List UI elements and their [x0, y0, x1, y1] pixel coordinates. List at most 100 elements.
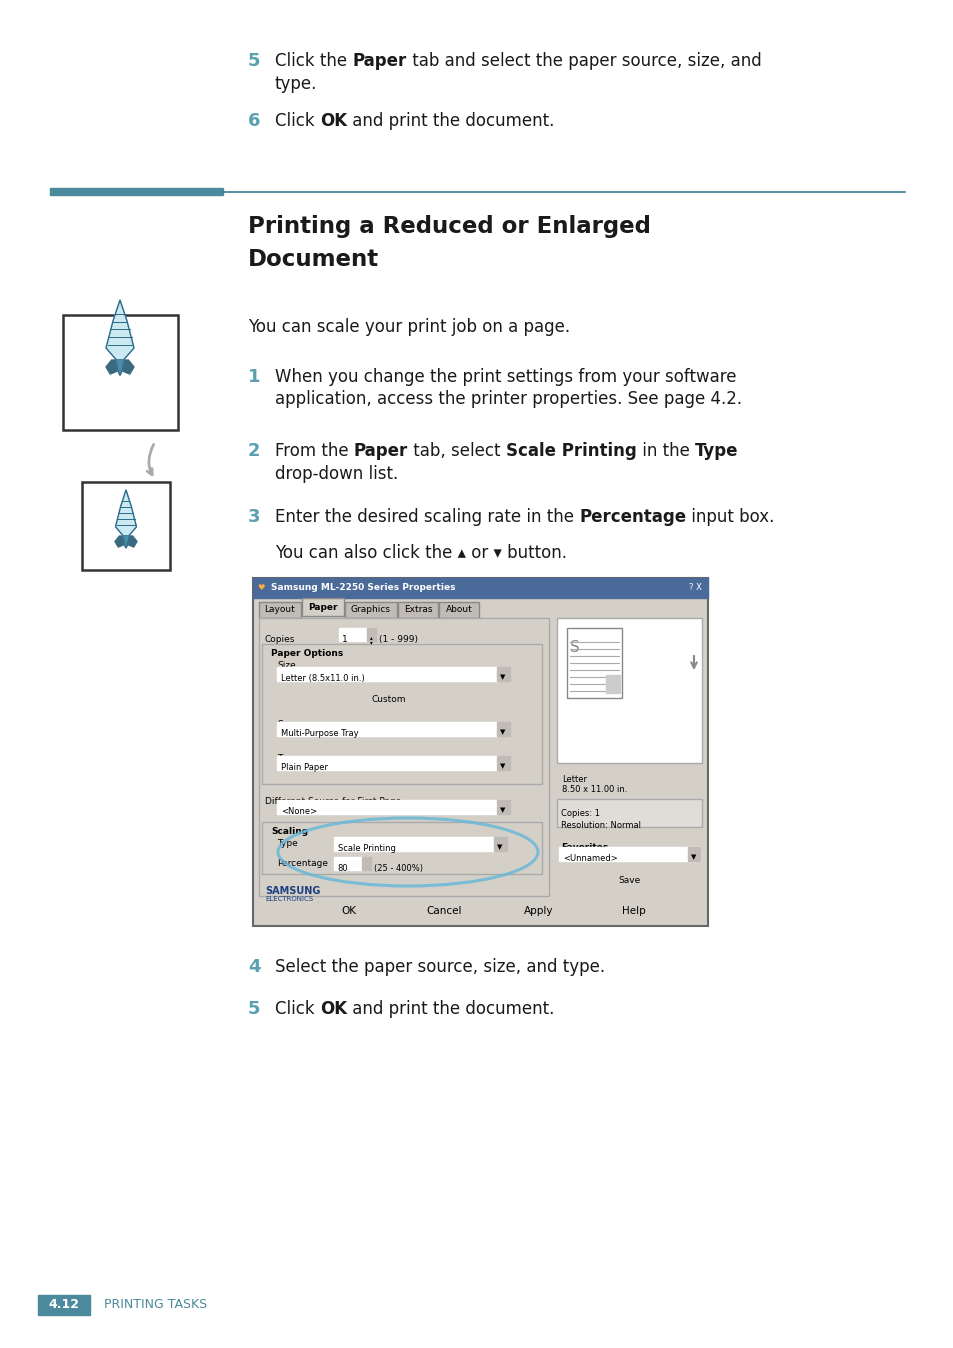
Bar	[276, 667, 497, 681]
Text: 1: 1	[248, 368, 260, 386]
Text: ▴
▾: ▴ ▾	[369, 635, 372, 644]
Bar	[397, 603, 437, 617]
Text: Multi-Purpose Tray: Multi-Purpose Tray	[281, 729, 358, 737]
Bar	[253, 578, 707, 926]
Text: Custom: Custom	[372, 696, 406, 704]
Bar	[497, 723, 510, 736]
Bar	[361, 857, 371, 869]
Bar	[497, 799, 510, 814]
Text: 6: 6	[248, 112, 260, 129]
Text: About: About	[445, 604, 472, 613]
Text: ELECTRONICS: ELECTRONICS	[265, 896, 313, 902]
Text: 5: 5	[248, 1000, 260, 1018]
Polygon shape	[115, 491, 136, 537]
Text: tab, select: tab, select	[408, 442, 505, 460]
Text: and print the document.: and print the document.	[347, 112, 554, 129]
Text: and print the document.: and print the document.	[347, 1000, 554, 1018]
Text: 3: 3	[248, 508, 260, 526]
Text: SAMSUNG: SAMSUNG	[265, 886, 320, 896]
Bar	[494, 837, 506, 851]
Text: Type: Type	[694, 442, 738, 460]
Text: Paper: Paper	[352, 53, 406, 70]
Text: Different Source for First Page: Different Source for First Page	[265, 797, 401, 806]
Text: Size: Size	[276, 661, 295, 670]
Text: Enter the desired scaling rate in the: Enter the desired scaling rate in the	[274, 508, 578, 526]
Text: drop-down list.: drop-down list.	[274, 465, 397, 483]
Text: Favorites: Favorites	[560, 842, 608, 852]
Polygon shape	[106, 360, 120, 373]
Bar	[258, 603, 301, 617]
Text: Save: Save	[618, 876, 640, 886]
Bar	[50, 187, 223, 195]
Polygon shape	[115, 360, 124, 375]
Text: When you change the print settings from your software: When you change the print settings from …	[274, 368, 736, 386]
Text: 2: 2	[248, 442, 260, 460]
Bar	[349, 687, 429, 702]
Bar	[502, 902, 575, 919]
Bar	[334, 857, 361, 869]
Text: ? X: ? X	[688, 584, 701, 593]
Text: 1: 1	[341, 635, 348, 644]
Polygon shape	[106, 301, 133, 360]
Bar	[276, 723, 497, 736]
Text: OK: OK	[319, 112, 347, 129]
Bar	[557, 799, 701, 828]
Bar	[262, 644, 541, 785]
Text: Apply: Apply	[524, 906, 553, 917]
Text: 80: 80	[336, 864, 347, 874]
Text: 5: 5	[248, 53, 260, 70]
Bar	[334, 837, 494, 851]
Text: Type: Type	[276, 754, 297, 763]
Polygon shape	[126, 537, 137, 547]
Text: Paper Options: Paper Options	[271, 648, 343, 658]
Text: Letter (8.5x11.0 in.): Letter (8.5x11.0 in.)	[281, 674, 364, 683]
Text: PRINTING TASKS: PRINTING TASKS	[96, 1298, 207, 1312]
Bar	[557, 617, 701, 763]
Bar	[605, 675, 619, 693]
Text: input box.: input box.	[685, 508, 774, 526]
Text: Samsung ML-2250 Series Properties: Samsung ML-2250 Series Properties	[271, 584, 455, 593]
Bar	[497, 756, 510, 770]
Text: Copies: Copies	[265, 635, 295, 644]
Text: Scale Printing: Scale Printing	[505, 442, 636, 460]
Text: (1 - 999): (1 - 999)	[378, 635, 417, 644]
Text: You can scale your print job on a page.: You can scale your print job on a page.	[248, 318, 570, 336]
Text: <None>: <None>	[281, 807, 316, 816]
Bar	[63, 315, 178, 430]
Bar	[345, 603, 396, 617]
Text: in the: in the	[636, 442, 694, 460]
Text: application, access the printer properties. See page 4.2.: application, access the printer properti…	[274, 390, 741, 408]
Bar	[258, 617, 548, 896]
Polygon shape	[115, 537, 126, 547]
Text: OK: OK	[319, 1000, 347, 1018]
Text: Resolution: Normal: Resolution: Normal	[560, 821, 640, 830]
Bar	[302, 599, 344, 616]
Bar	[598, 902, 669, 919]
Text: Printing a Reduced or Enlarged: Printing a Reduced or Enlarged	[248, 214, 650, 239]
Text: 4.12: 4.12	[49, 1298, 79, 1312]
Bar	[566, 628, 621, 698]
Text: 4: 4	[248, 958, 260, 976]
Text: From the: From the	[274, 442, 354, 460]
Text: Help: Help	[621, 906, 645, 917]
Text: tab and select the paper source, size, and: tab and select the paper source, size, a…	[406, 53, 760, 70]
Text: <Unnamed>: <Unnamed>	[562, 855, 618, 863]
Bar	[276, 756, 497, 770]
Text: Source: Source	[276, 720, 308, 729]
Bar	[367, 628, 375, 642]
Text: Scaling: Scaling	[271, 828, 308, 836]
Text: ▼: ▼	[499, 674, 505, 679]
Text: Percentage: Percentage	[578, 508, 685, 526]
Text: Type: Type	[276, 838, 297, 848]
Text: ▼: ▼	[499, 729, 505, 735]
Text: Layout: Layout	[264, 604, 295, 613]
Text: ▼: ▼	[499, 763, 505, 768]
Text: Paper: Paper	[354, 442, 408, 460]
Text: (25 - 400%): (25 - 400%)	[374, 864, 422, 874]
Bar	[408, 902, 479, 919]
Text: Letter: Letter	[561, 775, 586, 785]
Text: Cancel: Cancel	[426, 906, 461, 917]
Text: S: S	[569, 640, 579, 655]
Text: ▼: ▼	[497, 844, 502, 851]
Bar	[338, 628, 367, 642]
